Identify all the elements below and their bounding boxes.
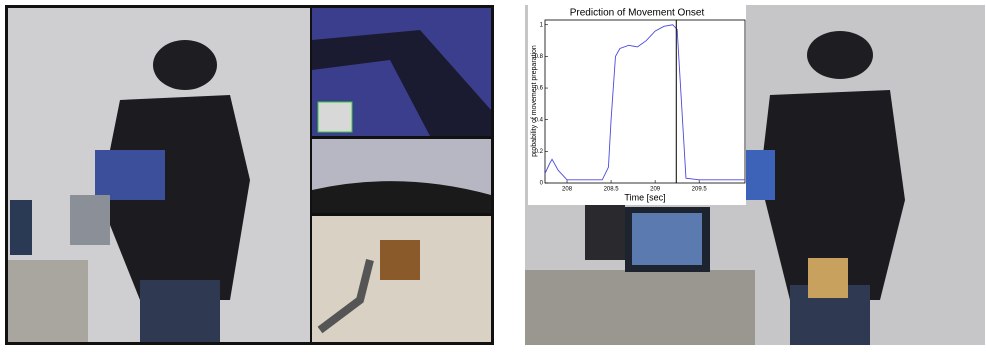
plot-area: [545, 20, 745, 183]
x-tick-label: 208.5: [604, 187, 620, 193]
desk: [8, 260, 88, 342]
chart-title: Prediction of Movement Onset: [570, 8, 705, 19]
helmet: [153, 40, 217, 90]
device: [70, 195, 110, 245]
x-tick-label: 208: [562, 187, 573, 193]
page: Prediction of Movement Onset Time [sec] …: [0, 0, 986, 349]
y-tick-label: 0.6: [535, 86, 544, 92]
exoskeleton: [745, 150, 775, 200]
x-axis-label: Time [sec]: [624, 192, 665, 202]
exoskeleton: [95, 150, 165, 200]
monitor: [10, 200, 32, 255]
y-axis-label: probability of movement preparation: [531, 45, 538, 157]
left-photo: [5, 5, 494, 345]
y-tick-label: 0.2: [535, 149, 544, 155]
screen: [632, 213, 702, 265]
y-tick-label: 0.4: [535, 117, 544, 123]
figure: Prediction of Movement Onset Time [sec] …: [0, 0, 986, 349]
y-tick-label: 0.8: [535, 54, 544, 60]
desk: [525, 270, 755, 345]
monitor-2: [585, 205, 625, 260]
x-tick-label: 209: [650, 187, 661, 193]
robot-part: [380, 240, 420, 280]
helmet: [807, 31, 873, 79]
vr-inset: [318, 102, 352, 132]
jeans: [140, 280, 220, 342]
x-tick-label: 209.5: [692, 187, 708, 193]
glove: [808, 258, 848, 298]
